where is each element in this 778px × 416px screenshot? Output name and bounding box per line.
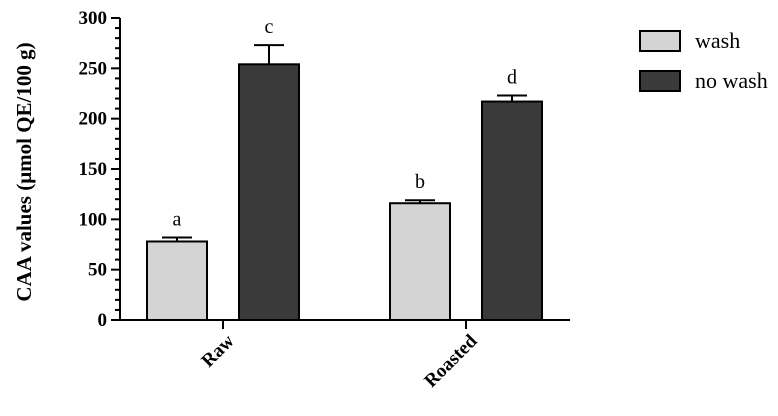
bar <box>389 202 451 321</box>
y-tick-label: 200 <box>79 109 108 130</box>
legend-swatch <box>639 30 681 52</box>
significance-label: c <box>265 16 274 38</box>
legend-label: no wash <box>695 68 768 93</box>
y-tick-label: 250 <box>79 58 108 79</box>
bar <box>481 100 543 322</box>
bars <box>146 44 543 322</box>
y-tick-label: 300 <box>79 8 108 29</box>
y-tick-label: 0 <box>98 310 108 331</box>
y-tick-label: 150 <box>79 159 108 180</box>
x-tick-label: Roasted <box>420 330 481 391</box>
y-tick-label: 100 <box>79 209 108 230</box>
y-axis-title: CAA values (μmol QE/100 g) <box>12 42 36 301</box>
bar <box>238 63 300 321</box>
significance-label: b <box>415 171 425 193</box>
legend: wash no wash <box>639 28 768 93</box>
bar <box>146 240 208 321</box>
significance-label: d <box>507 67 517 89</box>
significance-label: a <box>173 208 182 230</box>
y-tick-label: 50 <box>88 260 107 281</box>
legend-label: wash <box>695 28 740 53</box>
legend-swatch <box>639 70 681 92</box>
x-tick-label: Raw <box>198 330 239 371</box>
